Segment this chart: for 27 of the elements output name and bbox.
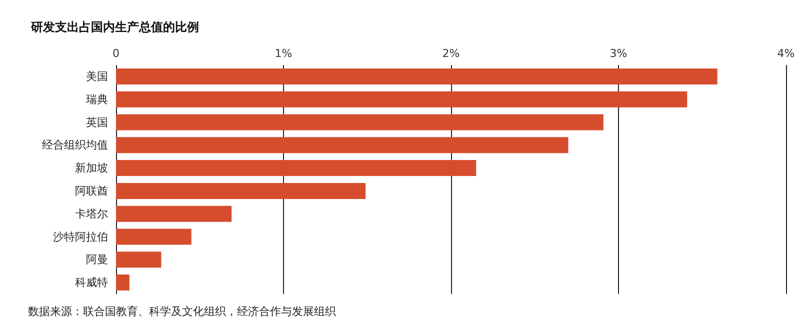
chart-title: 研发支出占国内生产总值的比例	[30, 20, 199, 34]
y-tick-label: 英国	[86, 116, 108, 129]
bar	[116, 91, 688, 108]
bar	[116, 137, 568, 154]
y-tick-label: 新加坡	[75, 162, 108, 175]
bar	[116, 274, 130, 291]
bar	[116, 206, 232, 222]
bar	[116, 228, 192, 245]
bar	[116, 114, 604, 130]
x-tick-label: 3%	[610, 47, 628, 60]
y-tick-label: 卡塔尔	[75, 207, 108, 220]
x-tick-label: 2%	[442, 47, 460, 60]
y-tick-label: 阿曼	[86, 253, 108, 266]
y-tick-label: 美国	[86, 70, 108, 83]
x-tick-label: 1%	[274, 47, 292, 60]
bar	[116, 68, 718, 84]
y-tick-label: 阿联酋	[75, 184, 108, 198]
source-note: 数据来源：联合国教育、科学及文化组织，经济合作与发展组织	[28, 305, 336, 318]
y-tick-label: 科威特	[75, 276, 108, 290]
y-tick-label: 经合组织均值	[42, 138, 108, 152]
y-tick-label: 沙特阿拉伯	[53, 230, 108, 244]
x-tick-label: 0	[112, 47, 120, 60]
y-tick-label: 瑞典	[86, 92, 108, 106]
bar	[116, 160, 476, 176]
bar	[116, 252, 162, 268]
x-tick-label: 4%	[777, 47, 795, 60]
bar	[116, 182, 366, 199]
